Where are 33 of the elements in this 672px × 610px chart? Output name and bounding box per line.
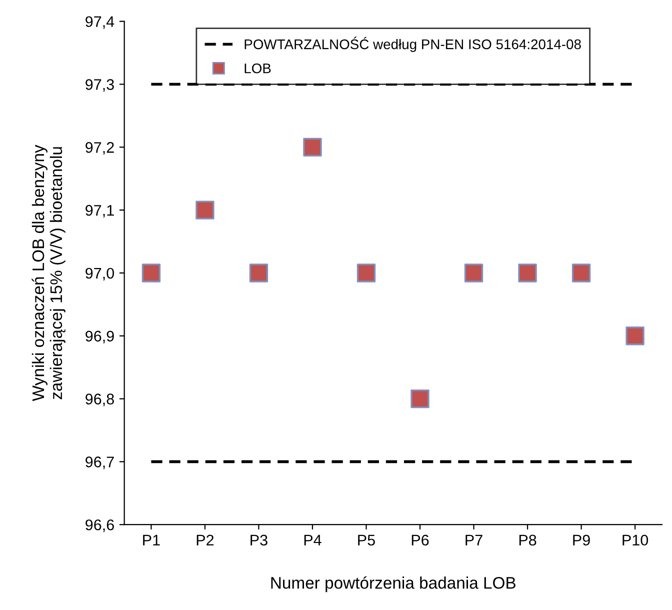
point (626, 326, 644, 346)
x-tick-label: P7 (466, 534, 482, 546)
point (410, 389, 430, 408)
point (356, 264, 376, 282)
x-tick-label: P9 (573, 534, 590, 546)
x-tick-label: P1 (143, 534, 160, 546)
y-tick-label: 97,4 (86, 16, 114, 29)
x-axis-title: Numer powtórzenia badania LOB (271, 576, 516, 592)
x-tick-label: P5 (358, 534, 375, 546)
point (572, 264, 591, 282)
legend-label: LOB (244, 63, 271, 74)
y-tick-label: 96,7 (86, 456, 114, 470)
x-tick-label: P10 (622, 534, 648, 546)
y-tick-label: 96,9 (86, 330, 114, 344)
y-tick-label: 97,3 (86, 79, 114, 92)
y-tick-label: 97,2 (86, 142, 114, 155)
y-tick-label: 96,6 (86, 519, 114, 532)
point (518, 264, 537, 282)
point (303, 138, 322, 157)
x-tick-label: P4 (304, 534, 322, 546)
legend-label: POWTARZALNOŚĆ według PN-EN ISO 5164:2014-08 (244, 36, 581, 52)
y-tick-label: 96,8 (86, 394, 114, 406)
point (249, 264, 268, 282)
x-tick-label: P2 (196, 534, 214, 546)
x-tick-label: P3 (250, 534, 268, 546)
point (464, 264, 484, 282)
point (196, 200, 214, 220)
y-tick-label: 97,1 (86, 204, 114, 218)
point (142, 264, 161, 282)
y-axis-title: Wyniki oznaczeń LOB dla benzyny zawierającej 15% (V/V) bioetanolu (32, 144, 66, 402)
y-tick-label: 97,0 (86, 268, 114, 280)
x-tick-label: P8 (519, 534, 536, 546)
x-tick-label: P6 (412, 534, 429, 546)
